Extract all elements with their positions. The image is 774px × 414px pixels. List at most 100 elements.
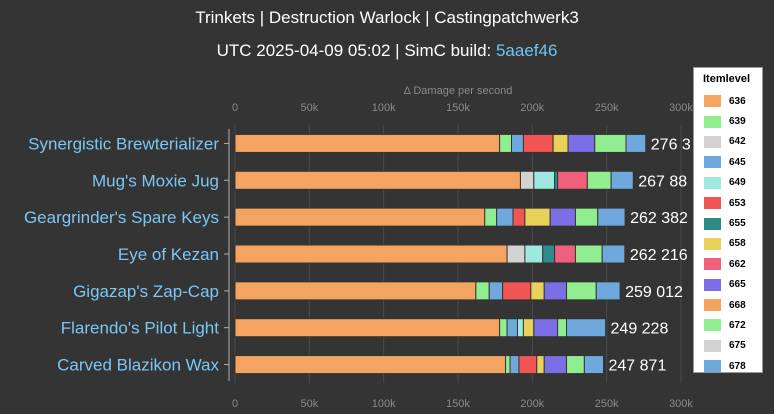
legend-item[interactable]: 653	[694, 193, 762, 213]
x-tick-label-bottom: 200k	[520, 398, 544, 410]
bar-segment-672	[566, 281, 597, 301]
x-tick-label-top: 100k	[372, 102, 396, 114]
category-label: Geargrinder's Spare Keys	[24, 208, 219, 227]
bar-segment-639	[499, 133, 513, 153]
legend-label: 639	[729, 116, 746, 128]
chart-subtitle: UTC 2025-04-09 05:02 | SimC build: 5aaef…	[0, 41, 774, 61]
x-tick-label-bottom: 150k	[446, 398, 470, 410]
legend-swatch	[704, 197, 721, 210]
bar-segment-653	[518, 355, 538, 375]
legend-label: 672	[729, 319, 746, 331]
bar-segment-662	[554, 244, 576, 264]
bar-segment-658	[536, 355, 545, 375]
bar-segment-636	[234, 207, 486, 227]
bar-segment-665	[543, 281, 568, 301]
bar-segment-672	[574, 244, 603, 264]
bar-segment-672	[566, 355, 585, 375]
legend-label: 675	[729, 340, 746, 352]
legend-item[interactable]: 642	[694, 132, 762, 152]
legend-item[interactable]: 678	[694, 356, 762, 376]
bar-segment-658	[552, 133, 569, 153]
bar-segment-649	[516, 318, 524, 338]
legend-swatch	[704, 115, 721, 128]
category-label: Mug's Moxie Jug	[92, 171, 219, 190]
bar-segment-636	[234, 355, 507, 375]
bar-segment-636	[234, 281, 477, 301]
x-tick-label-top: 50k	[300, 102, 318, 114]
legend: Itemlevel 636 639 642 645 649 653 655 658 662 665…	[693, 67, 763, 373]
legend-swatch	[704, 339, 721, 352]
legend-label: 665	[729, 279, 746, 291]
bar-segment-665	[549, 207, 576, 227]
bar-segment-658	[524, 207, 551, 227]
legend-item[interactable]: 665	[694, 275, 762, 295]
bar-segment-678	[566, 318, 607, 338]
bar-total-label: 267 88	[638, 173, 687, 190]
bar-segment-645	[488, 281, 504, 301]
x-tick-label-top: 250k	[595, 102, 619, 114]
bar-total-label: 249 228	[611, 321, 669, 338]
bar-segment-665	[543, 355, 568, 375]
bar-segment-653	[522, 133, 554, 153]
legend-label: 636	[729, 95, 746, 107]
bar-segment-653	[512, 207, 526, 227]
x-tick-label-top: 300k	[669, 102, 693, 114]
legend-swatch	[704, 258, 721, 271]
bar-segment-639	[499, 318, 508, 338]
legend-item[interactable]: 662	[694, 254, 762, 274]
bar-total-label: 259 012	[625, 284, 683, 301]
bar-segment-672	[594, 133, 627, 153]
legend-swatch	[704, 360, 721, 373]
legend-label: 655	[729, 218, 746, 230]
legend-item[interactable]: 639	[694, 111, 762, 131]
bar-segment-645	[509, 355, 520, 375]
legend-label: 678	[729, 360, 746, 372]
bar-total-label: 276 3	[651, 136, 691, 153]
bar-segment-678	[610, 170, 634, 190]
x-axis-title: Δ Damage per second	[404, 85, 513, 97]
legend-item[interactable]: 655	[694, 213, 762, 233]
bar-segment-636	[234, 170, 521, 190]
bar-segment-639	[475, 281, 490, 301]
bar-segment-636	[234, 133, 501, 153]
legend-item[interactable]: 645	[694, 152, 762, 172]
x-tick-label-bottom: 50k	[300, 398, 318, 410]
legend-label: 658	[729, 238, 746, 250]
bar-segment-678	[625, 133, 647, 153]
simc-build-link[interactable]: 5aaef46	[495, 41, 558, 60]
bar-segment-672	[574, 207, 599, 227]
bar-segment-645	[511, 133, 524, 153]
bar-segment-678	[595, 281, 621, 301]
bar-segment-649	[533, 170, 556, 190]
bar-segment-636	[234, 318, 501, 338]
bar-segment-645	[496, 207, 514, 227]
legend-swatch	[704, 299, 721, 312]
x-tick-label-bottom: 100k	[372, 398, 396, 410]
legend-items: 636 639 642 645 649 653 655 658 662 665 668 672 675 6…	[694, 91, 762, 376]
bar-segment-678	[601, 244, 626, 264]
legend-item[interactable]: 668	[694, 295, 762, 315]
legend-label: 662	[729, 258, 746, 270]
x-tick-label-top: 150k	[446, 102, 470, 114]
legend-item[interactable]: 672	[694, 315, 762, 335]
x-tick-label-bottom: 300k	[669, 398, 693, 410]
legend-item[interactable]: 658	[694, 234, 762, 254]
legend-swatch	[704, 176, 721, 189]
legend-item[interactable]: 649	[694, 173, 762, 193]
x-tick-label-bottom: 250k	[595, 398, 619, 410]
legend-label: 642	[729, 136, 746, 148]
bar-segment-653	[502, 281, 532, 301]
x-tick-label-top: 200k	[520, 102, 544, 114]
legend-label: 649	[729, 177, 746, 189]
bar-segment-639	[505, 355, 511, 375]
category-label: Eye of Kezan	[118, 245, 219, 264]
x-tick-label-bottom: 0	[232, 398, 238, 410]
legend-item[interactable]: 636	[694, 91, 762, 111]
legend-item[interactable]: 675	[694, 336, 762, 356]
bar-segment-658	[530, 281, 545, 301]
legend-label: 668	[729, 299, 746, 311]
x-tick-label-top: 0	[232, 102, 238, 114]
bar-segment-665	[567, 133, 596, 153]
bar-segment-665	[533, 318, 559, 338]
